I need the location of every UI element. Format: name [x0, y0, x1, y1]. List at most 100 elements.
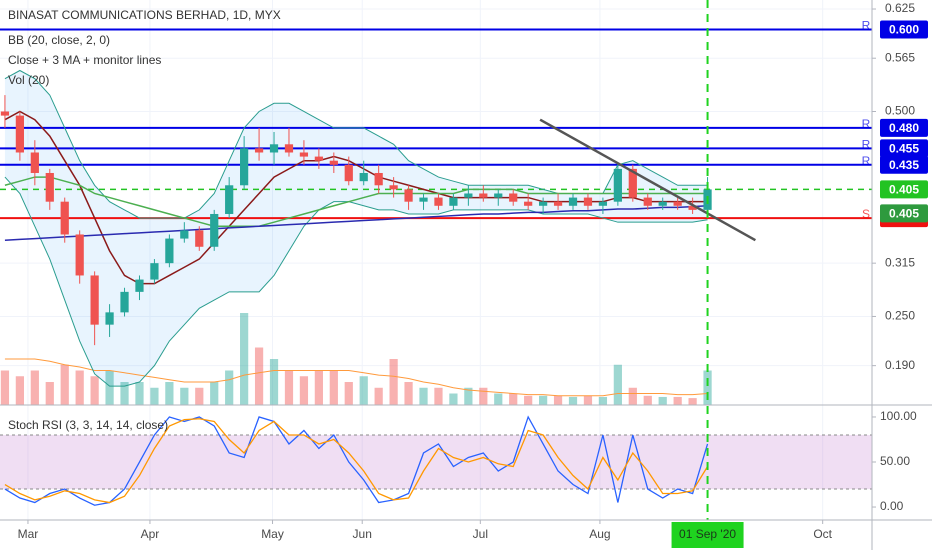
indicator-label: Vol (20)	[8, 73, 49, 87]
candle-body	[449, 197, 458, 206]
candle-body	[135, 279, 144, 292]
volume-bar	[269, 359, 279, 405]
candle-body	[479, 193, 488, 198]
candle-body	[165, 238, 174, 264]
candle-body	[150, 263, 159, 280]
volume-bar	[135, 382, 144, 405]
x-tick-label: Oct	[813, 527, 832, 541]
candle-body	[314, 156, 323, 161]
volume-bar	[284, 370, 294, 405]
chart-title: BINASAT COMMUNICATIONS BERHAD, 1D, MYX	[8, 8, 281, 22]
volume-bar	[150, 387, 159, 405]
level-tag: R	[862, 138, 871, 152]
bb-lower	[4, 176, 708, 387]
candle-body	[688, 205, 697, 210]
volume-bar	[120, 382, 129, 405]
y-tick-label: 0.00	[880, 499, 904, 513]
price-label-box	[880, 155, 928, 174]
volume-bar	[539, 395, 548, 405]
volume-bar	[210, 382, 219, 405]
volume-bar	[0, 370, 10, 405]
level-tag: R	[862, 117, 871, 131]
indicator-label: Close + 3 MA + monitor lines	[8, 53, 161, 67]
volume-bar	[434, 387, 443, 405]
candle-body	[225, 185, 234, 214]
candle-body	[643, 197, 652, 206]
volume-bar	[509, 393, 518, 405]
candle-body	[329, 160, 338, 165]
candle-body	[180, 230, 189, 239]
y-tick-label: 0.500	[885, 104, 915, 118]
candle-body	[240, 148, 249, 186]
candle-body	[284, 144, 294, 153]
trendline	[539, 118, 757, 242]
candle-body	[434, 197, 443, 206]
volume-bar	[553, 395, 563, 405]
candle-body	[464, 193, 473, 198]
candle-body	[90, 275, 99, 325]
candle-body	[419, 197, 428, 202]
level-tag: R	[862, 19, 871, 33]
volume-bar	[628, 387, 637, 405]
volume-ma	[4, 358, 708, 397]
candle-body	[105, 312, 114, 325]
stoch-title: Stoch RSI (3, 3, 14, 14, close)	[8, 418, 168, 432]
candle-body	[299, 152, 309, 157]
level-tag: R	[862, 154, 871, 168]
candle-body	[568, 197, 578, 206]
volume-bar	[494, 393, 503, 405]
candle-body	[509, 193, 518, 202]
volume-bar	[404, 382, 413, 405]
volume-bar	[314, 370, 323, 405]
candle-body	[0, 111, 10, 116]
price-label-box	[880, 118, 928, 137]
price-label-box	[880, 204, 928, 223]
volume-bar	[568, 396, 578, 405]
y-tick-label: 0.625	[885, 1, 915, 15]
indicator-label: BB (20, close, 2, 0)	[8, 33, 110, 47]
candle-body	[613, 168, 622, 202]
candle-body	[30, 152, 39, 173]
candle-body	[524, 201, 533, 206]
volume-bar	[240, 313, 249, 405]
candle-body	[344, 164, 353, 182]
volume-bar	[598, 396, 608, 405]
candle-body	[45, 172, 54, 202]
date-label-box	[671, 522, 744, 548]
volume-bar	[195, 387, 204, 405]
price-label: 0.405	[889, 207, 919, 221]
candle-body	[60, 201, 69, 235]
y-tick-label: 0.315	[885, 255, 915, 269]
volume-bar	[15, 376, 24, 405]
y-tick-label: 100.00	[880, 409, 917, 423]
candle-body	[404, 189, 413, 202]
volume-bar	[449, 393, 458, 405]
volume-bar	[45, 382, 54, 405]
price-label: 0.435	[889, 158, 919, 172]
volume-bar	[524, 395, 533, 405]
candle-body	[15, 115, 24, 153]
x-tick-label: Mar	[18, 527, 39, 541]
volume-bar	[30, 370, 39, 405]
candle-body	[389, 185, 398, 190]
x-tick-label: Apr	[141, 527, 160, 541]
stoch-band	[0, 434, 872, 490]
volume-bar	[464, 387, 473, 405]
price-label-box	[880, 180, 928, 199]
candle-body	[75, 234, 84, 276]
moving-average	[4, 205, 708, 241]
volume-bar	[374, 387, 383, 405]
price-label: 0.455	[889, 142, 919, 156]
candle-body	[673, 201, 682, 206]
y-tick-label: 0.565	[885, 50, 915, 64]
candle-body	[254, 148, 264, 153]
candle-body	[539, 201, 548, 206]
x-tick-label: Jun	[353, 527, 372, 541]
volume-bar	[703, 370, 712, 405]
candle-body	[598, 201, 608, 206]
price-label: 0.600	[889, 23, 919, 37]
volume-bar	[299, 376, 309, 405]
volume-bar	[643, 395, 652, 405]
volume-bar	[105, 370, 114, 405]
